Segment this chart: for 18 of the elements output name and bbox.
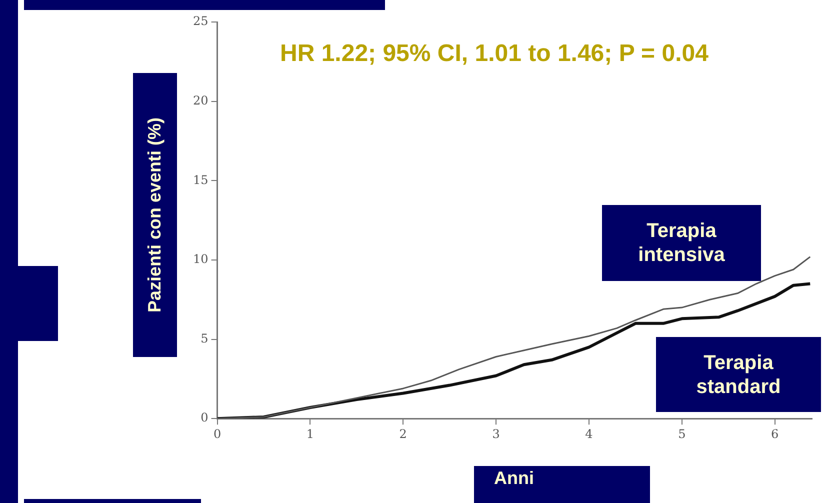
y-tick-label: 5: [200, 331, 208, 346]
annotation: HR 1.22; 95% CI, 1.01 to 1.46; P = 0.04: [280, 40, 708, 68]
caption-panel: Terapia intensiva: [602, 205, 761, 281]
y-tick-label: 15: [192, 172, 208, 187]
x-tick-label: 0: [213, 426, 222, 441]
y-tick-label: 10: [192, 252, 208, 266]
x-axis-title: Anni: [474, 466, 650, 503]
x-tick-label: 3: [492, 426, 500, 441]
caption-panel: Terapia standard: [656, 337, 821, 412]
x-tick-label: 6: [771, 426, 779, 441]
y-axis-title: Pazienti con eventi (%): [144, 117, 166, 313]
y-tick-label: 0: [200, 410, 208, 425]
x-tick-label: 5: [678, 426, 686, 441]
y-tick-label: 20: [192, 93, 208, 108]
x-tick-label: 2: [399, 426, 407, 441]
y-tick-label: 25: [192, 14, 208, 28]
x-tick-label: 1: [306, 426, 314, 441]
x-tick-label: 4: [585, 426, 594, 441]
